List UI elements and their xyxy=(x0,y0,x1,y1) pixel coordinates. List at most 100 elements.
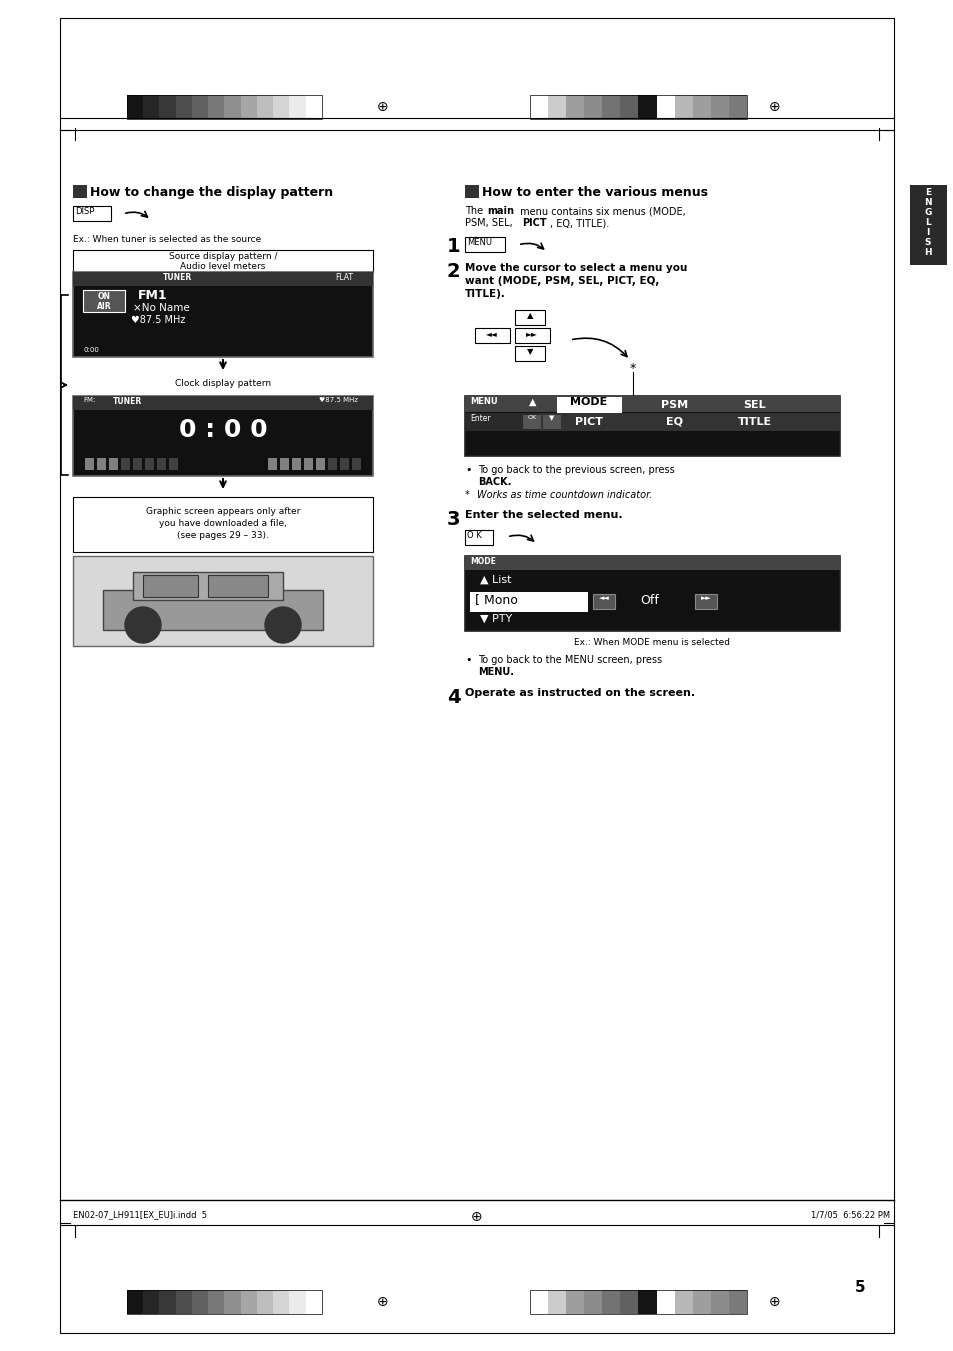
Bar xyxy=(692,95,711,119)
Bar xyxy=(127,95,322,119)
Bar xyxy=(289,95,306,119)
Bar xyxy=(542,415,560,430)
Text: 0:00: 0:00 xyxy=(84,347,100,353)
Bar xyxy=(240,1290,257,1315)
Text: ♥87.5 MHz: ♥87.5 MHz xyxy=(131,315,185,326)
Text: ⊕: ⊕ xyxy=(376,1296,389,1309)
Bar xyxy=(464,396,840,412)
Text: EN02-07_LH911[EX_EU]i.indd  5: EN02-07_LH911[EX_EU]i.indd 5 xyxy=(73,1210,207,1219)
Text: ▲: ▲ xyxy=(526,311,533,320)
Text: MENU: MENU xyxy=(470,397,497,407)
Text: MODE: MODE xyxy=(570,397,607,407)
Bar xyxy=(143,95,160,119)
Bar xyxy=(192,95,209,119)
Text: MODE: MODE xyxy=(470,557,496,566)
Text: MENU.: MENU. xyxy=(477,667,514,677)
Text: ⊕: ⊕ xyxy=(376,100,389,113)
Bar xyxy=(583,1290,602,1315)
Bar xyxy=(464,557,840,631)
Text: Enter the selected menu.: Enter the selected menu. xyxy=(464,509,622,520)
Bar xyxy=(175,95,193,119)
Text: FLAT: FLAT xyxy=(335,273,353,282)
Text: TITLE: TITLE xyxy=(738,417,771,427)
Text: main: main xyxy=(486,205,514,216)
Bar xyxy=(73,378,373,396)
Bar xyxy=(315,458,325,470)
Bar xyxy=(728,95,747,119)
Text: ▲: ▲ xyxy=(529,397,537,407)
Text: you have downloaded a file,: you have downloaded a file, xyxy=(159,519,287,528)
Bar xyxy=(638,1290,657,1315)
Bar xyxy=(224,1290,241,1315)
Text: To go back to the MENU screen, press: To go back to the MENU screen, press xyxy=(477,655,661,665)
Text: How to change the display pattern: How to change the display pattern xyxy=(90,186,333,199)
Bar xyxy=(83,290,125,312)
Bar xyxy=(273,1290,290,1315)
Text: , EQ, TITLE).: , EQ, TITLE). xyxy=(550,218,609,228)
Bar xyxy=(530,1290,548,1315)
Bar xyxy=(548,1290,566,1315)
Bar xyxy=(305,1290,322,1315)
Text: ◄◄: ◄◄ xyxy=(598,594,609,601)
Bar xyxy=(548,95,566,119)
Bar xyxy=(619,1290,639,1315)
Bar xyxy=(305,95,322,119)
Text: AIR: AIR xyxy=(96,303,112,311)
Bar xyxy=(464,530,493,544)
Text: PICT: PICT xyxy=(521,218,546,228)
Bar xyxy=(157,458,166,470)
Text: Audio level meters: Audio level meters xyxy=(180,262,265,272)
Bar xyxy=(60,18,893,1333)
Text: 1: 1 xyxy=(447,236,460,255)
Text: ⊕: ⊕ xyxy=(471,1210,482,1224)
Text: MENU: MENU xyxy=(467,238,492,247)
Bar xyxy=(464,185,478,199)
Text: OK: OK xyxy=(527,415,536,420)
Text: want (MODE, PSM, SEL, PICT, EQ,: want (MODE, PSM, SEL, PICT, EQ, xyxy=(464,276,659,286)
Bar xyxy=(464,413,840,431)
Bar xyxy=(619,95,639,119)
Text: Clock display pattern: Clock display pattern xyxy=(174,380,271,388)
Text: [ Mono: [ Mono xyxy=(475,593,517,607)
Text: H: H xyxy=(923,249,931,257)
Text: Enter: Enter xyxy=(470,413,490,423)
Bar xyxy=(73,497,373,553)
Bar xyxy=(695,594,717,609)
Text: Source display pattern /: Source display pattern / xyxy=(169,253,277,261)
Bar xyxy=(304,458,313,470)
Bar xyxy=(522,415,540,430)
Bar xyxy=(674,95,693,119)
Text: PICT: PICT xyxy=(575,417,602,427)
Text: ×No Name: ×No Name xyxy=(132,303,190,313)
Bar xyxy=(601,1290,620,1315)
Bar xyxy=(530,95,548,119)
Text: ►►: ►► xyxy=(700,594,711,601)
Bar xyxy=(565,1290,584,1315)
Text: BACK.: BACK. xyxy=(477,477,511,486)
Text: ◄◄: ◄◄ xyxy=(486,330,497,338)
Bar xyxy=(710,1290,729,1315)
Text: TITLE).: TITLE). xyxy=(464,289,505,299)
Circle shape xyxy=(125,607,161,643)
Bar xyxy=(73,557,373,646)
Bar xyxy=(515,309,544,326)
Bar xyxy=(268,458,276,470)
Bar xyxy=(656,95,675,119)
Bar xyxy=(515,328,550,343)
Bar xyxy=(132,458,142,470)
Text: N: N xyxy=(923,199,931,207)
Circle shape xyxy=(265,607,301,643)
Text: EQ: EQ xyxy=(666,417,682,427)
Bar xyxy=(565,95,584,119)
Text: Operate as instructed on the screen.: Operate as instructed on the screen. xyxy=(464,688,695,698)
Text: S: S xyxy=(923,238,930,247)
Text: DISP: DISP xyxy=(75,207,94,216)
Text: ♥87.5 MHz: ♥87.5 MHz xyxy=(318,397,357,403)
Bar xyxy=(132,571,283,600)
Bar xyxy=(143,576,198,597)
Text: •: • xyxy=(464,465,471,476)
Text: FM:: FM: xyxy=(83,397,95,403)
Bar xyxy=(73,396,373,409)
Bar xyxy=(909,185,946,265)
Text: 1/7/05  6:56:22 PM: 1/7/05 6:56:22 PM xyxy=(810,1210,889,1219)
